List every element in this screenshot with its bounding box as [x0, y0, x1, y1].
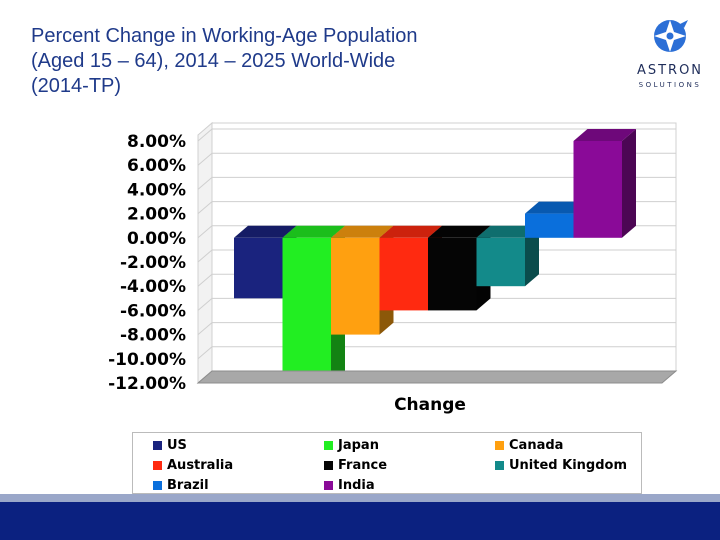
- y-tick-label: 8.00%: [127, 132, 186, 152]
- logo-sub: SOLUTIONS: [638, 81, 702, 89]
- bar-chart: 8.00% 6.00% 4.00% 2.00% 0.00% -2.00% -4.00% -6.…: [108, 121, 678, 415]
- legend-label: Australia: [167, 457, 234, 473]
- bar-top: [331, 225, 394, 238]
- gridline: [197, 152, 676, 166]
- legend-label: Canada: [509, 437, 564, 453]
- y-tick-label: -10.00%: [108, 350, 186, 370]
- bar-top: [282, 225, 345, 238]
- y-axis-ticks: 8.00% 6.00% 4.00% 2.00% 0.00% -2.00% -4.00% -6.…: [108, 132, 186, 394]
- legend-label: United Kingdom: [509, 457, 628, 473]
- legend-label: US: [167, 437, 187, 453]
- bar-top: [525, 201, 588, 214]
- bar-front: [525, 213, 574, 238]
- bar-united-kingdom: [476, 225, 539, 287]
- legend-label: India: [338, 477, 375, 493]
- bar-top: [234, 225, 297, 238]
- gridline: [197, 176, 676, 190]
- footer-bar: [0, 502, 720, 540]
- title-line-2: (Aged 15 – 64), 2014 – 2025 World-Wide: [31, 50, 396, 72]
- y-tick-label: 6.00%: [127, 156, 186, 176]
- legend-label: Brazil: [167, 477, 209, 493]
- y-tick-label: -8.00%: [120, 326, 186, 346]
- chart-side-wall: [197, 121, 213, 385]
- y-tick-label: -4.00%: [120, 277, 186, 297]
- title-line-1: Percent Change in Working-Age Population: [31, 25, 418, 47]
- legend-swatch: [324, 480, 333, 490]
- y-tick-label: -2.00%: [120, 253, 186, 273]
- legend-item-us: US: [153, 436, 187, 454]
- bar-front: [476, 237, 525, 287]
- bar-front: [331, 237, 380, 335]
- chart-floor-top: [196, 370, 678, 384]
- bar-india: [573, 129, 636, 238]
- gridline: [197, 322, 676, 335]
- logo-name: ASTRON: [636, 63, 704, 78]
- legend-item-united-kingdom: United Kingdom: [495, 456, 627, 474]
- legend-item-brazil: Brazil: [153, 476, 209, 494]
- bar-top: [573, 129, 636, 141]
- legend-swatch: [495, 440, 504, 450]
- legend-label: Japan: [338, 437, 379, 453]
- bar-side: [525, 225, 539, 287]
- legend-swatch: [153, 460, 162, 470]
- bar-front: [282, 237, 331, 383]
- y-tick-label: 4.00%: [127, 180, 186, 200]
- bar-front: [428, 237, 477, 311]
- legend-label: France: [338, 457, 388, 473]
- bar-front: [379, 237, 428, 311]
- legend-swatch: [153, 440, 162, 450]
- gridline: [197, 297, 676, 311]
- bar-layer: [234, 129, 636, 383]
- chart-floor: [196, 370, 678, 384]
- legend-swatch: [324, 440, 333, 450]
- legend-item-france: France: [324, 456, 387, 474]
- bar-top: [379, 225, 442, 238]
- legend-swatch: [324, 460, 333, 470]
- legend-item-india: India: [324, 476, 375, 494]
- bar-side: [622, 129, 636, 238]
- footer-line: [0, 494, 720, 502]
- y-tick-label: -6.00%: [120, 301, 186, 321]
- y-tick-label: -12.00%: [108, 374, 186, 394]
- gridline: [197, 128, 676, 142]
- slide-title: Percent Change in Working-Age Population…: [31, 24, 551, 99]
- legend-item-canada: Canada: [495, 436, 563, 454]
- legend-swatch: [495, 460, 504, 470]
- legend-item-australia: Australia: [153, 456, 233, 474]
- x-axis-label: Change: [394, 395, 466, 415]
- chart-legend: US Japan Canada Australia France United Kingd…: [132, 432, 642, 494]
- gridline: [197, 346, 676, 360]
- y-tick-label: 2.00%: [127, 205, 186, 225]
- bar-top: [428, 225, 491, 238]
- bar-front: [234, 237, 283, 299]
- bar-front: [573, 141, 622, 238]
- legend-swatch: [153, 480, 162, 490]
- legend-item-japan: Japan: [324, 436, 379, 454]
- y-tick-label: 0.00%: [127, 229, 186, 249]
- astron-star-icon: [654, 20, 688, 52]
- title-line-3: (2014-TP): [31, 75, 122, 97]
- gridline: [197, 201, 676, 214]
- bar-top: [476, 225, 539, 238]
